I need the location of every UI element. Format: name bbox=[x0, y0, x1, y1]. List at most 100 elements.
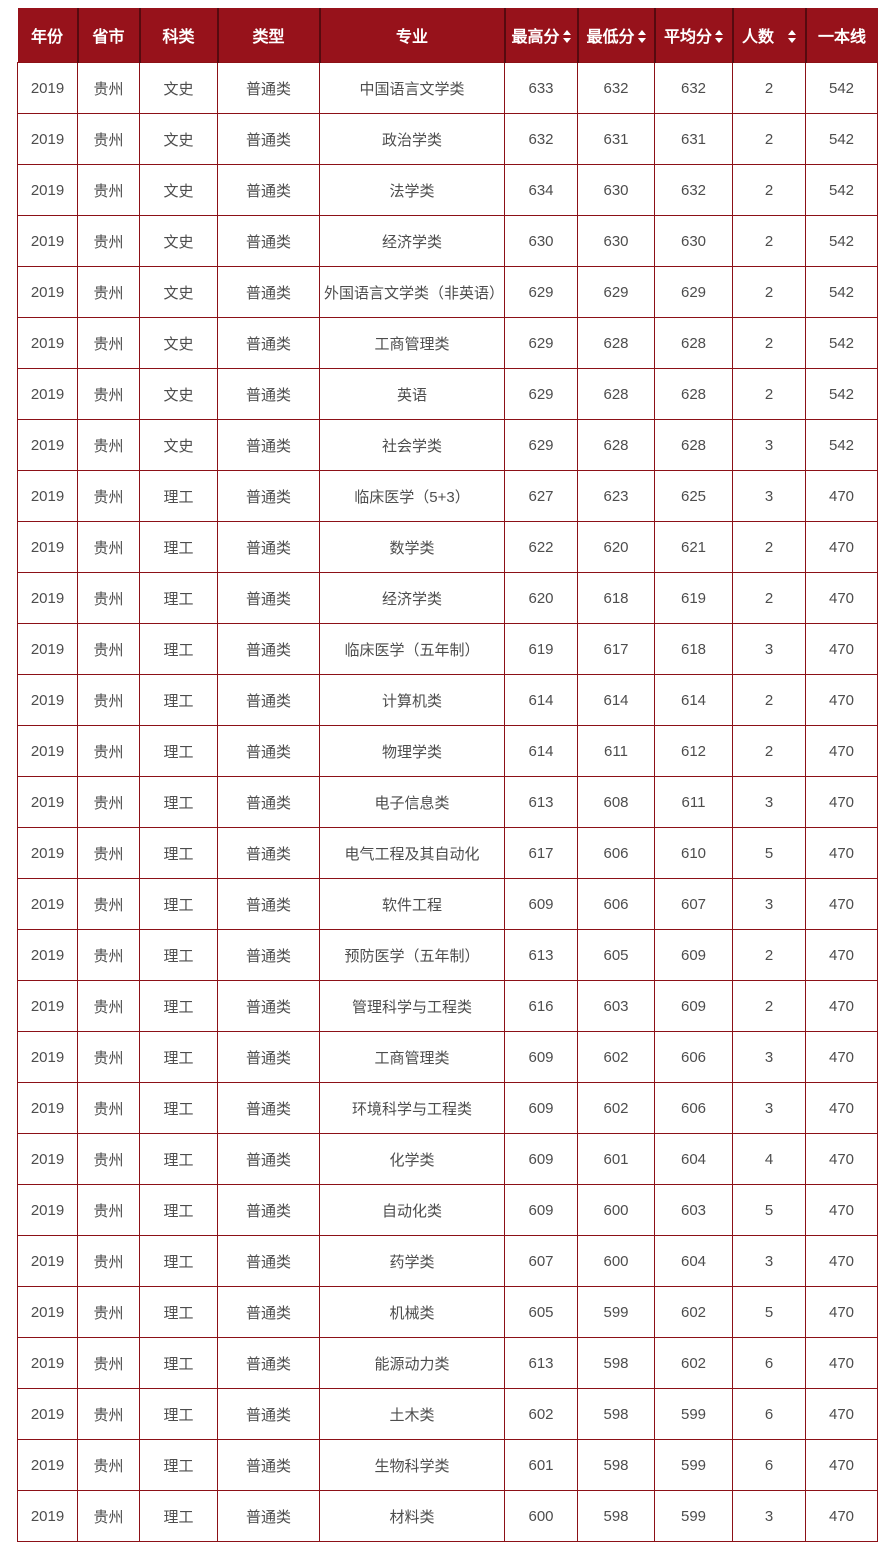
cell-avg: 599 bbox=[654, 1388, 733, 1440]
cell-type: 普通类 bbox=[217, 1490, 320, 1542]
cell-year: 2019 bbox=[17, 1286, 78, 1338]
cell-max: 602 bbox=[504, 1388, 578, 1440]
cell-count: 3 bbox=[732, 470, 806, 522]
cell-max: 617 bbox=[504, 827, 578, 879]
column-header-max[interactable]: 最高分 bbox=[504, 8, 579, 63]
cell-province: 贵州 bbox=[77, 419, 140, 471]
cell-major: 电子信息类 bbox=[319, 776, 505, 828]
sort-toggle-icon[interactable] bbox=[562, 30, 571, 44]
cell-type: 普通类 bbox=[217, 827, 320, 879]
table-row: 2019 贵州 文史 普通类 经济学类 630 630 630 2 542 bbox=[17, 215, 878, 267]
cell-category: 理工 bbox=[139, 1388, 218, 1440]
cell-major: 数学类 bbox=[319, 521, 505, 573]
column-header-min[interactable]: 最低分 bbox=[577, 8, 656, 63]
cell-line: 470 bbox=[805, 572, 878, 624]
table-row: 2019 贵州 文史 普通类 外国语言文学类（非英语） 629 629 629 2 542 bbox=[17, 266, 878, 318]
cell-major: 物理学类 bbox=[319, 725, 505, 777]
sort-toggle-icon[interactable] bbox=[715, 30, 723, 44]
cell-min: 598 bbox=[577, 1337, 655, 1389]
cell-category: 文史 bbox=[139, 62, 218, 114]
cell-major: 软件工程 bbox=[319, 878, 505, 930]
cell-province: 贵州 bbox=[77, 878, 140, 930]
table-row: 2019 贵州 理工 普通类 生物科学类 601 598 599 6 470 bbox=[17, 1439, 878, 1491]
cell-line: 542 bbox=[805, 419, 878, 471]
cell-category: 理工 bbox=[139, 980, 218, 1032]
table-row: 2019 贵州 理工 普通类 软件工程 609 606 607 3 470 bbox=[17, 878, 878, 930]
cell-line: 470 bbox=[805, 1337, 878, 1389]
cell-type: 普通类 bbox=[217, 470, 320, 522]
table-row: 2019 贵州 理工 普通类 物理学类 614 611 612 2 470 bbox=[17, 725, 878, 777]
sort-toggle-icon[interactable] bbox=[637, 30, 646, 44]
cell-min: 620 bbox=[577, 521, 655, 573]
cell-avg: 609 bbox=[654, 929, 733, 981]
cell-type: 普通类 bbox=[217, 1184, 320, 1236]
cell-min: 628 bbox=[577, 419, 655, 471]
table-row: 2019 贵州 理工 普通类 药学类 607 600 604 3 470 bbox=[17, 1235, 878, 1287]
cell-province: 贵州 bbox=[77, 215, 140, 267]
cell-max: 605 bbox=[504, 1286, 578, 1338]
cell-line: 542 bbox=[805, 215, 878, 267]
cell-avg: 602 bbox=[654, 1337, 733, 1389]
sort-descending-arrow bbox=[715, 38, 723, 44]
cell-count: 5 bbox=[732, 1286, 806, 1338]
cell-avg: 614 bbox=[654, 674, 733, 726]
cell-max: 629 bbox=[504, 317, 578, 369]
cell-avg: 628 bbox=[654, 419, 733, 471]
table-row: 2019 贵州 理工 普通类 土木类 602 598 599 6 470 bbox=[17, 1388, 878, 1440]
cell-province: 贵州 bbox=[77, 623, 140, 675]
cell-province: 贵州 bbox=[77, 572, 140, 624]
cell-min: 628 bbox=[577, 368, 655, 420]
cell-year: 2019 bbox=[17, 827, 78, 879]
cell-type: 普通类 bbox=[217, 266, 320, 318]
cell-category: 理工 bbox=[139, 470, 218, 522]
cell-province: 贵州 bbox=[77, 1388, 140, 1440]
cell-max: 620 bbox=[504, 572, 578, 624]
admission-score-table: 年份 省市 科类 类型 专业 最高分 最低分 平均分 人数 一本线 2019 贵州 文史 普通类 中国语言… bbox=[17, 8, 878, 1542]
cell-major: 计算机类 bbox=[319, 674, 505, 726]
cell-avg: 602 bbox=[654, 1286, 733, 1338]
cell-category: 理工 bbox=[139, 572, 218, 624]
cell-max: 613 bbox=[504, 1337, 578, 1389]
cell-max: 619 bbox=[504, 623, 578, 675]
cell-count: 2 bbox=[732, 929, 806, 981]
cell-province: 贵州 bbox=[77, 368, 140, 420]
cell-count: 2 bbox=[732, 164, 806, 216]
cell-year: 2019 bbox=[17, 929, 78, 981]
column-header-type: 类型 bbox=[217, 8, 321, 63]
cell-avg: 621 bbox=[654, 521, 733, 573]
cell-category: 文史 bbox=[139, 317, 218, 369]
cell-min: 598 bbox=[577, 1388, 655, 1440]
cell-count: 3 bbox=[732, 776, 806, 828]
cell-type: 普通类 bbox=[217, 419, 320, 471]
cell-line: 470 bbox=[805, 827, 878, 879]
sort-toggle-icon[interactable] bbox=[788, 30, 796, 44]
sort-descending-arrow bbox=[788, 38, 796, 44]
cell-year: 2019 bbox=[17, 1439, 78, 1491]
cell-avg: 630 bbox=[654, 215, 733, 267]
cell-year: 2019 bbox=[17, 1133, 78, 1185]
cell-min: 618 bbox=[577, 572, 655, 624]
table-body: 2019 贵州 文史 普通类 中国语言文学类 633 632 632 2 542 2019 贵州 文史普… bbox=[17, 62, 878, 1542]
cell-province: 贵州 bbox=[77, 317, 140, 369]
cell-min: 608 bbox=[577, 776, 655, 828]
cell-category: 理工 bbox=[139, 878, 218, 930]
cell-type: 普通类 bbox=[217, 623, 320, 675]
cell-min: 605 bbox=[577, 929, 655, 981]
column-header-major: 专业 bbox=[319, 8, 506, 63]
cell-major: 临床医学（5+3） bbox=[319, 470, 505, 522]
cell-count: 3 bbox=[732, 623, 806, 675]
cell-count: 6 bbox=[732, 1388, 806, 1440]
cell-avg: 618 bbox=[654, 623, 733, 675]
cell-count: 2 bbox=[732, 674, 806, 726]
cell-count: 3 bbox=[732, 1235, 806, 1287]
cell-type: 普通类 bbox=[217, 1439, 320, 1491]
cell-type: 普通类 bbox=[217, 572, 320, 624]
column-header-count[interactable]: 人数 bbox=[732, 8, 807, 63]
cell-major: 英语 bbox=[319, 368, 505, 420]
cell-year: 2019 bbox=[17, 266, 78, 318]
cell-major: 自动化类 bbox=[319, 1184, 505, 1236]
cell-max: 633 bbox=[504, 62, 578, 114]
cell-category: 文史 bbox=[139, 266, 218, 318]
column-header-avg[interactable]: 平均分 bbox=[654, 8, 734, 63]
